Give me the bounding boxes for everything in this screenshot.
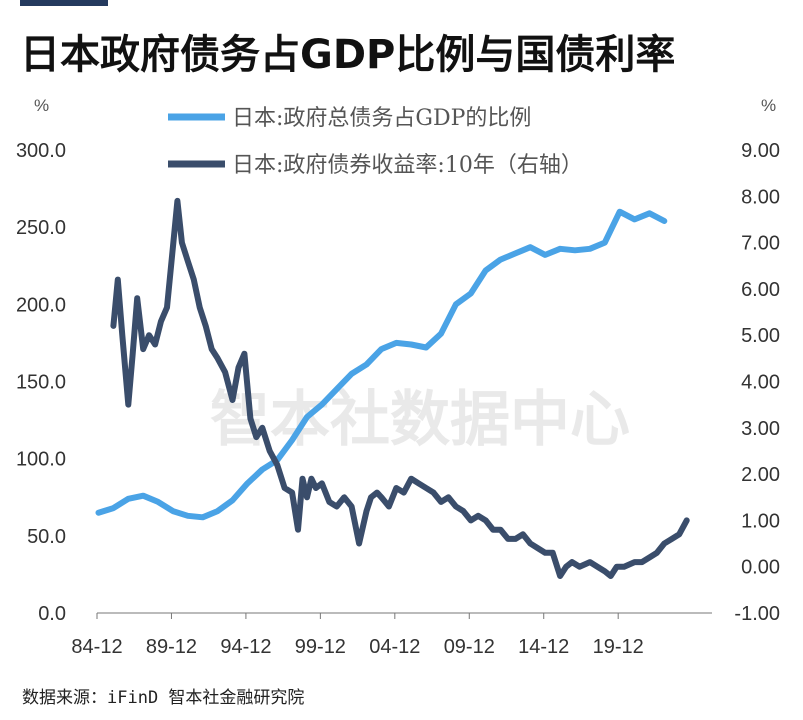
source-note: 数据来源：iFinD 智本社金融研究院 [22, 688, 305, 708]
right-tick-label: 2.00 [741, 464, 780, 486]
right-tick-label: 7.00 [741, 233, 780, 255]
x-tick-label: 89-12 [146, 636, 197, 658]
x-tick-label: 99-12 [295, 636, 346, 658]
right-tick-label: 8.00 [741, 186, 780, 208]
right-tick-label: 9.00 [741, 140, 780, 162]
x-tick-label: 94-12 [220, 636, 271, 658]
right-tick-label: 1.00 [741, 510, 780, 532]
series-layer [95, 197, 690, 579]
x-tick-label: 09-12 [444, 636, 495, 658]
x-tick-label: 04-12 [369, 636, 420, 658]
left-tick-label: 150.0 [16, 372, 66, 394]
right-tick-label: -1.00 [734, 603, 780, 625]
series-line-debt-ratio [95, 208, 668, 521]
chart-title: 日本政府债务占GDP比例与国债利率 [20, 32, 676, 78]
right-tick-label: 4.00 [741, 372, 780, 394]
watermark: 智本社数据中心 [210, 385, 630, 455]
right-tick-label: 0.00 [741, 557, 780, 579]
left-tick-label: 200.0 [16, 294, 66, 316]
left-tick-label: 300.0 [16, 140, 66, 162]
left-tick-label: 250.0 [16, 217, 66, 239]
legend-label-yield: 日本:政府债券收益率:10年（右轴） [232, 153, 583, 178]
x-tick-label: 19-12 [593, 636, 644, 658]
legend: 日本:政府总债务占GDP的比例 日本:政府债券收益率:10年（右轴） [168, 106, 583, 178]
axes-layer: 0.0 50.0 100.0 150.0 200.0 250.0 300.0 -1.00 0.0… [16, 140, 780, 658]
left-tick-label: 50.0 [27, 526, 66, 548]
title-accent-bar [20, 0, 108, 6]
left-tick-label: 0.0 [38, 603, 66, 625]
right-tick-label: 6.00 [741, 279, 780, 301]
right-tick-label: 3.00 [741, 418, 780, 440]
series-line-bond-yield [110, 197, 690, 579]
x-tick-label: 14-12 [518, 636, 569, 658]
right-axis-unit: % [761, 96, 777, 115]
x-tick-label: 84-12 [71, 636, 122, 658]
left-axis-unit: % [34, 96, 50, 115]
right-tick-label: 5.00 [741, 325, 780, 347]
legend-label-debt: 日本:政府总债务占GDP的比例 [232, 106, 531, 131]
left-tick-label: 100.0 [16, 449, 66, 471]
